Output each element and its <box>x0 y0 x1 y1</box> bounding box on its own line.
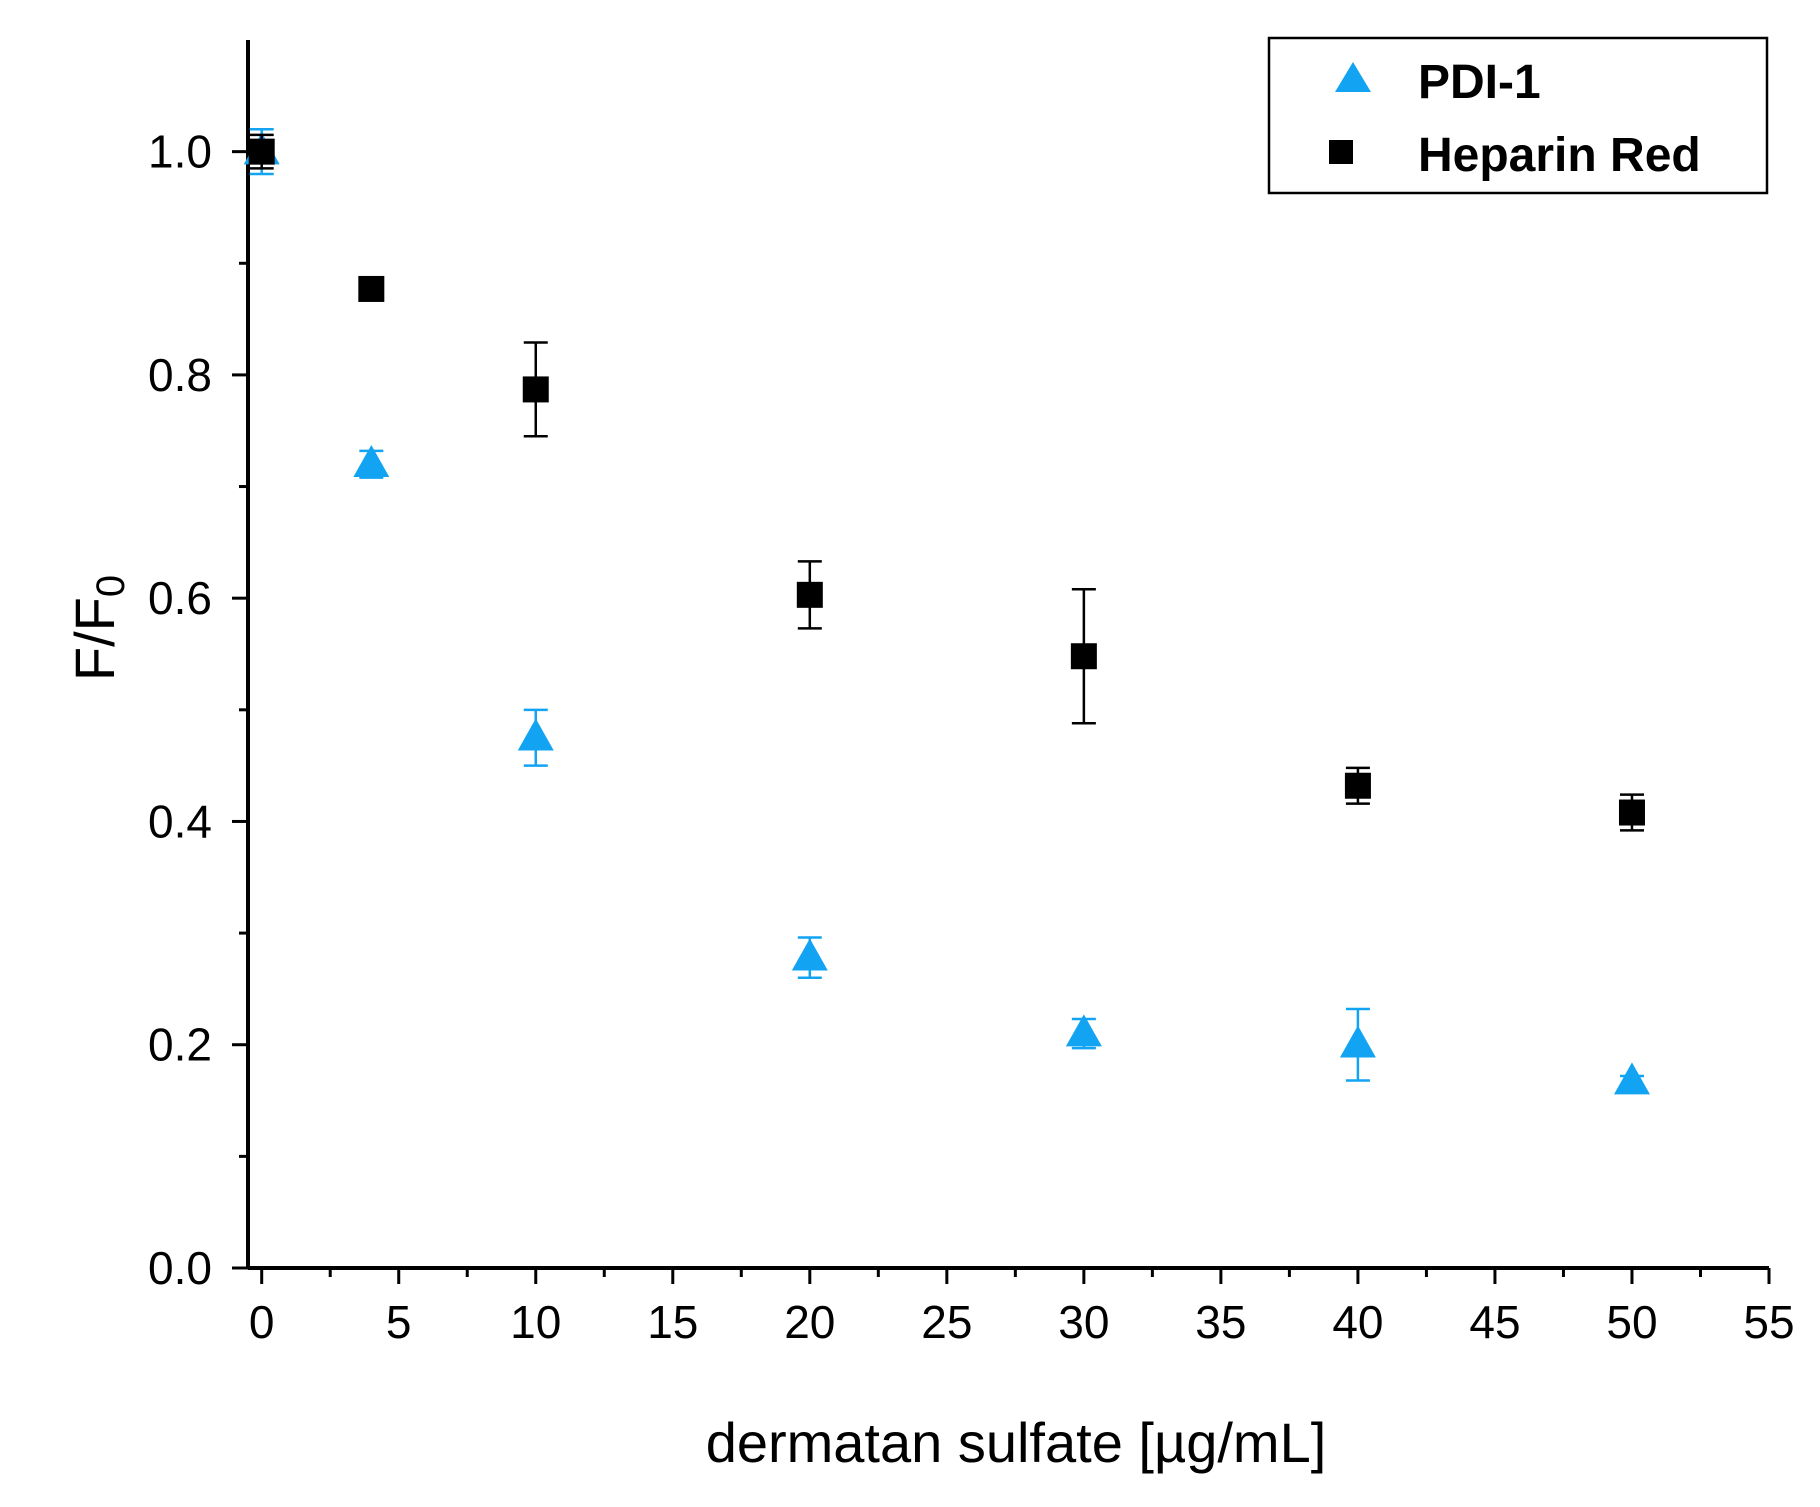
data-point-triangle <box>1065 1014 1102 1047</box>
y-tick-label: 0.2 <box>148 1019 212 1071</box>
x-tick-label: 5 <box>386 1296 412 1348</box>
series-pdi-1 <box>243 128 1650 1095</box>
tick-labels: 0 5 10 15 20 25 30 35 40 45 50 55 0.0 0.2 0.4 0.6 0.8 1.0 <box>148 126 1795 1348</box>
x-tick-label: 30 <box>1058 1296 1109 1348</box>
x-tick-label: 45 <box>1469 1296 1520 1348</box>
y-tick-label: 0.6 <box>148 572 212 624</box>
data-point-square <box>1070 643 1097 670</box>
legend-marker-heparin-red <box>1329 140 1353 164</box>
x-tick-label: 15 <box>647 1296 698 1348</box>
legend-label-heparin-red: Heparin Red <box>1418 129 1701 182</box>
y-tick-label: 1.0 <box>148 126 212 178</box>
y-axis-title-subscript: 0 <box>89 575 133 597</box>
data-point-square <box>358 275 385 302</box>
x-tick-label: 25 <box>921 1296 972 1348</box>
x-axis-title: dermatan sulfate [µg/mL] <box>706 1411 1327 1474</box>
data-point-triangle <box>353 445 390 478</box>
data-point-triangle <box>517 718 554 751</box>
y-tick-label: 0.0 <box>148 1242 212 1294</box>
axes <box>246 40 1769 1270</box>
legend-marker-pdi-1 <box>1335 62 1371 92</box>
y-axis-title: F/F0 <box>63 575 133 681</box>
x-tick-label: 40 <box>1332 1296 1383 1348</box>
data-point-square <box>1618 799 1645 826</box>
data-point-square <box>522 376 549 403</box>
legend: PDI-1 Heparin Red <box>1267 36 1769 195</box>
tick-marks <box>232 150 1771 1284</box>
data-point-square <box>1344 772 1371 799</box>
x-tick-label: 55 <box>1743 1296 1794 1348</box>
y-tick-label: 0.4 <box>148 795 212 847</box>
data-point-square <box>796 581 823 608</box>
x-tick-label: 10 <box>510 1296 561 1348</box>
data-point-square <box>248 138 275 165</box>
data-point-triangle <box>1339 1025 1376 1058</box>
series-heparin-red <box>248 133 1645 832</box>
y-tick-label: 0.8 <box>148 349 212 401</box>
data-point-triangle <box>1613 1062 1650 1095</box>
x-tick-label: 0 <box>249 1296 275 1348</box>
data-point-triangle <box>791 938 828 971</box>
x-tick-label: 50 <box>1606 1296 1657 1348</box>
y-axis-title-main: F/F <box>63 597 126 681</box>
data-series <box>243 128 1650 1095</box>
x-tick-label: 35 <box>1195 1296 1246 1348</box>
legend-label-pdi-1: PDI-1 <box>1418 56 1541 109</box>
x-tick-label: 20 <box>784 1296 835 1348</box>
